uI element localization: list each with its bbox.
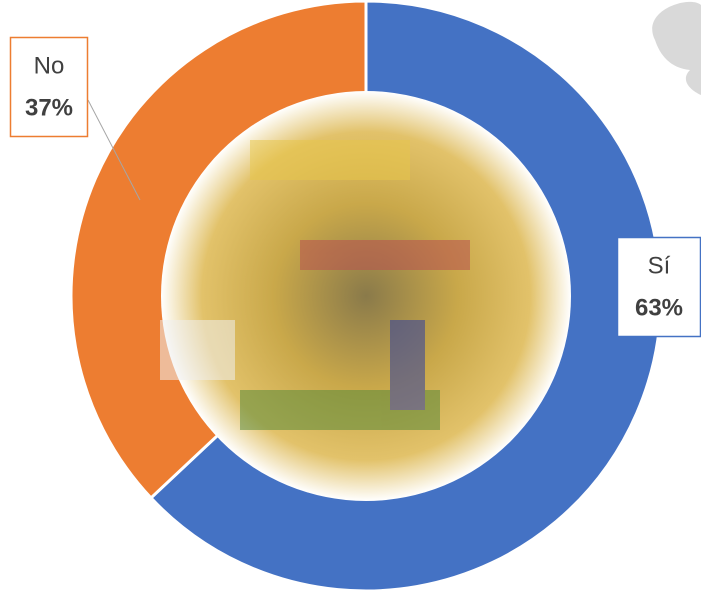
chart: Sí 63% No 37%	[0, 0, 701, 591]
value-label: 37%	[25, 94, 73, 121]
category-label: No	[34, 52, 65, 79]
decoration	[652, 2, 701, 95]
category-label: Sí	[648, 252, 671, 279]
value-label: 63%	[635, 294, 683, 321]
